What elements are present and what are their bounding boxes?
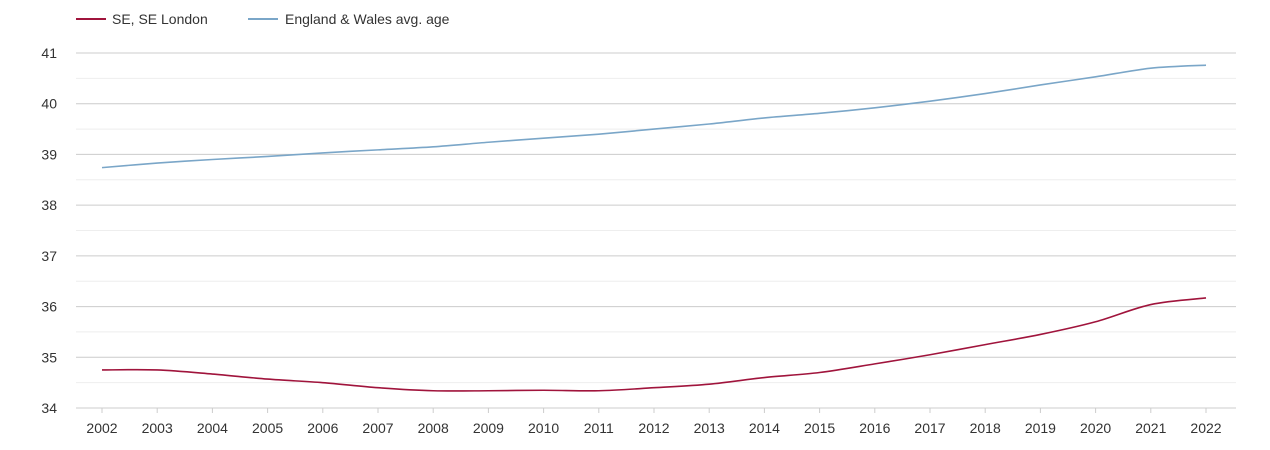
legend: SE, SE London England & Wales avg. age <box>76 11 450 27</box>
x-tick-label: 2015 <box>804 420 835 436</box>
x-tick-label: 2002 <box>86 420 117 436</box>
y-tick-label: 34 <box>41 400 57 416</box>
data-point <box>983 92 987 96</box>
data-point <box>1204 296 1208 300</box>
data-point <box>597 132 601 136</box>
x-tick-label: 2017 <box>914 420 945 436</box>
x-tick-label: 2009 <box>473 420 504 436</box>
x-tick-label: 2014 <box>749 420 780 436</box>
data-point <box>210 158 214 162</box>
data-point <box>873 106 877 110</box>
x-tick-label: 2022 <box>1190 420 1221 436</box>
y-tick-label: 38 <box>41 197 57 213</box>
series-se-se-london <box>100 296 1208 393</box>
x-tick-label: 2005 <box>252 420 283 436</box>
x-axis: 2002 2003 2004 2005 2006 2007 2008 2009 2010 2011… <box>86 408 1222 436</box>
data-point <box>100 368 104 372</box>
data-point <box>1038 332 1042 336</box>
x-tick-label: 2018 <box>970 420 1001 436</box>
data-point <box>486 389 490 393</box>
y-tick-label: 35 <box>41 349 57 365</box>
data-point <box>266 154 270 158</box>
y-tick-label: 37 <box>41 248 57 264</box>
data-point <box>597 389 601 393</box>
data-point <box>762 116 766 120</box>
data-point <box>376 148 380 152</box>
x-tick-label: 2010 <box>528 420 559 436</box>
x-tick-label: 2006 <box>307 420 338 436</box>
data-point <box>1149 303 1153 307</box>
x-tick-label: 2011 <box>584 420 614 436</box>
data-point <box>818 371 822 375</box>
x-tick-label: 2020 <box>1080 420 1111 436</box>
data-point <box>321 151 325 155</box>
y-tick-label: 36 <box>41 299 57 315</box>
x-tick-label: 2008 <box>418 420 449 436</box>
data-point <box>707 382 711 386</box>
x-tick-label: 2003 <box>142 420 173 436</box>
series-line <box>101 297 1207 392</box>
data-point <box>542 136 546 140</box>
data-point <box>321 381 325 385</box>
data-point <box>928 99 932 103</box>
data-point <box>542 388 546 392</box>
legend-label: SE, SE London <box>112 11 208 27</box>
data-point <box>1204 63 1208 67</box>
data-point <box>1094 75 1098 79</box>
data-point <box>376 386 380 390</box>
x-tick-label: 2013 <box>694 420 725 436</box>
data-point <box>486 140 490 144</box>
x-tick-label: 2021 <box>1135 420 1166 436</box>
x-tick-label: 2007 <box>362 420 393 436</box>
y-tick-label: 41 <box>41 45 57 61</box>
data-point <box>762 376 766 380</box>
data-point <box>266 377 270 381</box>
data-point <box>1038 83 1042 87</box>
data-point <box>431 389 435 393</box>
data-point <box>431 145 435 149</box>
data-point <box>928 353 932 357</box>
data-point <box>652 127 656 131</box>
legend-item-se-se-london: SE, SE London <box>76 11 208 27</box>
data-point <box>818 111 822 115</box>
data-point <box>100 166 104 170</box>
series-line <box>101 64 1207 169</box>
x-tick-label: 2016 <box>859 420 890 436</box>
data-point <box>155 161 159 165</box>
data-point <box>1094 320 1098 324</box>
data-point <box>652 386 656 390</box>
data-point <box>873 362 877 366</box>
y-tick-label: 40 <box>41 96 57 112</box>
series-england-wales-avg-age <box>100 63 1208 170</box>
data-point <box>155 368 159 372</box>
y-axis: 34 35 36 37 38 39 40 41 <box>41 45 57 416</box>
legend-label: England & Wales avg. age <box>285 11 450 27</box>
data-point <box>1149 66 1153 70</box>
x-tick-label: 2019 <box>1025 420 1056 436</box>
x-tick-label: 2012 <box>638 420 669 436</box>
data-point <box>707 122 711 126</box>
legend-item-england-wales-avg-age: England & Wales avg. age <box>248 11 450 27</box>
y-tick-label: 39 <box>41 146 57 162</box>
gridlines <box>76 52 1236 409</box>
x-tick-label: 2004 <box>197 420 228 436</box>
data-point <box>210 372 214 376</box>
data-point <box>983 343 987 347</box>
series-layer <box>100 63 1208 393</box>
